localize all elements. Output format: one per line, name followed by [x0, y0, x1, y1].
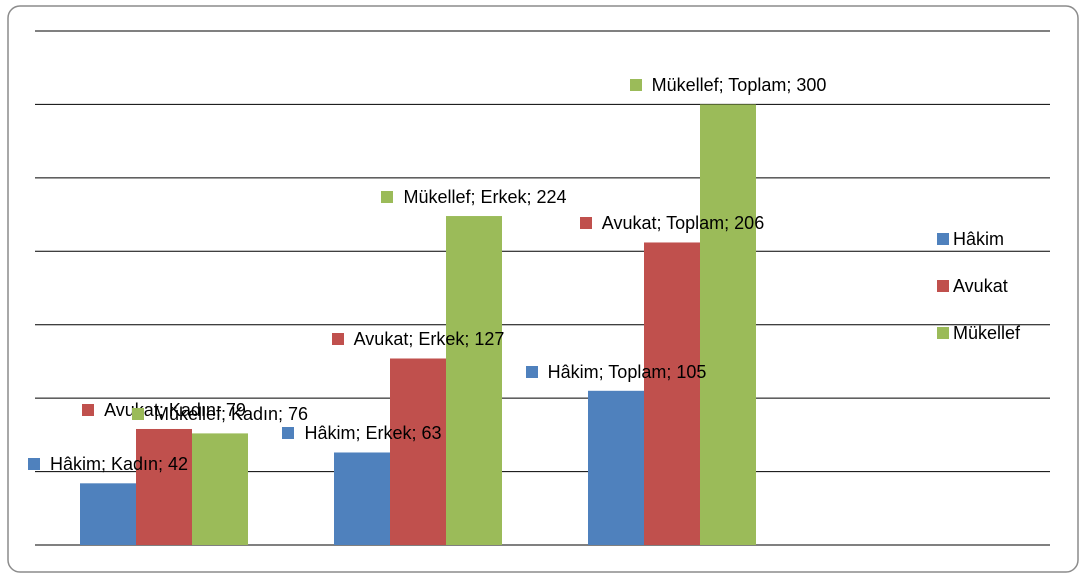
bar	[192, 433, 248, 545]
legend-item: Avukat	[937, 275, 1008, 297]
data-label: Avukat; Erkek; 127	[303, 324, 533, 354]
legend-item: Mükellef	[937, 322, 1020, 344]
data-label: Avukat; Toplam; 206	[557, 208, 787, 238]
data-label: Mükellef; Toplam; 300	[613, 70, 843, 100]
label-marker	[282, 427, 295, 440]
label-marker	[525, 365, 538, 378]
data-label: Hâkim; Toplam; 105	[501, 357, 731, 387]
label-text: Avukat; Toplam; 206	[601, 213, 765, 234]
label-marker	[27, 458, 40, 471]
label-text: Mükellef; Kadın; 76	[153, 404, 309, 425]
legend-label: Avukat	[953, 276, 1008, 296]
bar	[334, 452, 390, 545]
chart-frame	[7, 5, 1079, 573]
bar	[700, 104, 756, 545]
legend-marker	[937, 327, 949, 339]
label-text: Mükellef; Erkek; 224	[403, 187, 567, 208]
label-text: Hâkim; Kadın; 42	[49, 454, 189, 475]
legend-marker	[937, 280, 949, 292]
label-marker	[131, 408, 144, 421]
legend-label: Mükellef	[953, 323, 1021, 343]
bar	[390, 358, 446, 545]
label-marker	[331, 333, 344, 346]
legend-item: Hâkim	[937, 228, 1004, 250]
data-label: Hâkim; Kadın; 42	[0, 449, 223, 479]
label-marker	[82, 403, 95, 416]
label-marker	[629, 79, 642, 92]
label-text: Hâkim; Erkek; 63	[304, 423, 442, 444]
bar	[80, 483, 136, 545]
label-marker	[381, 191, 394, 204]
legend-label: Hâkim	[953, 229, 1005, 249]
label-text: Avukat; Erkek; 127	[353, 329, 505, 350]
bar	[588, 390, 644, 545]
data-label: Hâkim; Erkek; 63	[247, 418, 477, 448]
label-text: Hâkim; Toplam; 105	[547, 361, 707, 382]
bar	[644, 242, 700, 545]
data-label: Mükellef; Erkek; 224	[359, 182, 589, 212]
label-marker	[579, 217, 592, 230]
bar	[136, 428, 192, 545]
label-text: Mükellef; Toplam; 300	[651, 75, 827, 96]
legend-marker	[937, 233, 949, 245]
data-label: Mükellef; Kadın; 76	[105, 399, 335, 429]
bar	[446, 216, 502, 546]
